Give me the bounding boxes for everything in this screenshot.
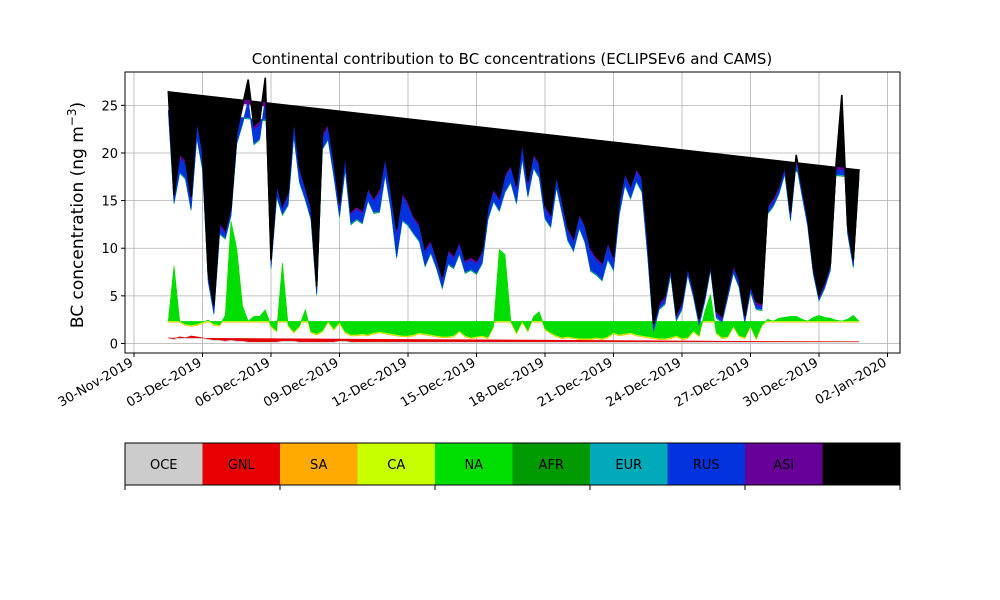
legend-label-ca: CA — [387, 458, 405, 473]
area-series-gnl — [168, 335, 859, 342]
x-tick-label: 18-Dec-2019 — [467, 355, 547, 410]
x-tick-label: 06-Dec-2019 — [193, 355, 273, 410]
legend-swatch-asi — [745, 443, 823, 485]
legend-label-aus: AUS — [848, 458, 875, 473]
legend-label-asi: ASI — [773, 458, 794, 473]
legend-label-afr: AFR — [539, 458, 564, 473]
y-tick-label: 0 — [110, 337, 118, 352]
y-tick-label: 10 — [101, 242, 118, 257]
x-tick-label: 03-Dec-2019 — [124, 355, 204, 410]
legend-label-oce: OCE — [150, 458, 178, 473]
legend-swatch-afr — [512, 443, 590, 485]
y-axis-label-suffix: ) — [68, 102, 88, 109]
y-tick-label: 5 — [110, 290, 118, 305]
x-tick-label: 02-Jan-2020 — [813, 355, 890, 408]
legend-swatch-ca — [357, 443, 435, 485]
x-tick-label: 12-Dec-2019 — [330, 355, 410, 410]
x-tick-label: 21-Dec-2019 — [535, 355, 615, 410]
legend-label-gnl: GNL — [228, 458, 256, 473]
legend-swatch-na — [435, 443, 513, 485]
y-axis-label-prefix: BC concentration (ng m — [68, 126, 88, 328]
legend-swatch-aus — [822, 443, 900, 485]
legend-label-sa: SA — [310, 458, 327, 473]
x-tick-label: 09-Dec-2019 — [261, 355, 341, 410]
x-tick-label: 30-Dec-2019 — [741, 355, 821, 410]
plot-frame — [124, 71, 901, 354]
legend-swatch-oce — [125, 443, 203, 485]
y-tick-label: 25 — [101, 99, 118, 114]
legend-swatch-eur — [590, 443, 668, 485]
area-series-oce — [168, 336, 859, 343]
legend-label-na: NA — [464, 458, 483, 473]
legend-label-rus: RUS — [693, 458, 720, 473]
x-tick-label: 24-Dec-2019 — [604, 355, 684, 410]
total-outline — [167, 77, 860, 324]
x-tick-label: 15-Dec-2019 — [398, 355, 478, 410]
stacked-areas — [167, 77, 860, 343]
legend-swatch-rus — [667, 443, 745, 485]
legend-swatch-sa — [280, 443, 358, 485]
y-tick-label: 15 — [101, 195, 118, 210]
legend-label-eur: EUR — [615, 458, 642, 473]
chart-title: Continental contribution to BC concentra… — [252, 50, 773, 68]
legend-colorbar: OCE GNL SA CA NA AFR EUR RUS ASI AUS — [124, 442, 901, 490]
y-axis-label-exponent: −3 — [65, 108, 79, 126]
area-series-na — [168, 221, 860, 339]
x-tick-label: 30-Nov-2019 — [56, 355, 136, 410]
legend-swatch-gnl — [202, 443, 280, 485]
x-tick-label: 27-Dec-2019 — [672, 355, 752, 410]
y-tick-label: 20 — [101, 147, 118, 162]
y-axis-label: BC concentration (ng m−3) — [65, 102, 88, 328]
legend-frame — [124, 442, 901, 486]
